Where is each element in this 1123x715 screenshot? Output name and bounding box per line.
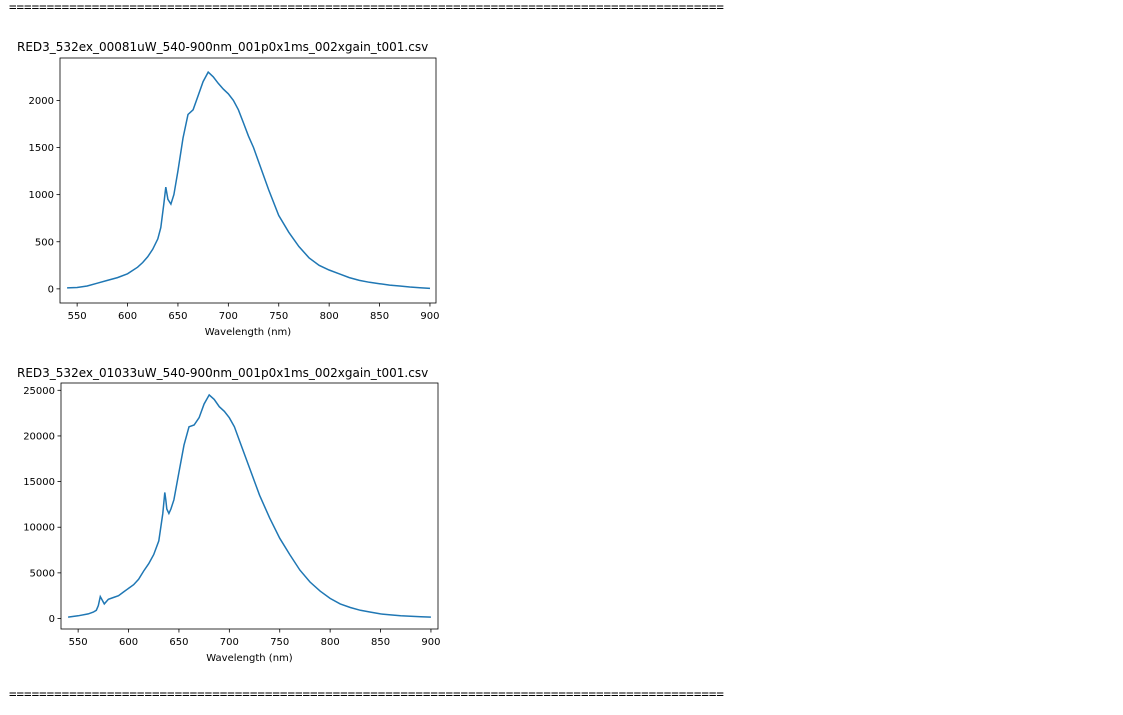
chart-1-plot-area bbox=[59, 57, 437, 304]
y-tick-label: 0 bbox=[48, 284, 54, 295]
chart-1-xlabel: Wavelength (nm) bbox=[205, 327, 291, 338]
chart-2-xlabel: Wavelength (nm) bbox=[206, 653, 292, 664]
x-tick-label: 650 bbox=[169, 637, 188, 648]
x-tick-label: 750 bbox=[270, 637, 289, 648]
x-tick-label: 550 bbox=[69, 637, 88, 648]
x-tick-label: 700 bbox=[219, 311, 238, 322]
y-tick-label: 10000 bbox=[23, 523, 55, 534]
y-tick-label: 1500 bbox=[29, 143, 54, 154]
x-tick-label: 900 bbox=[421, 637, 440, 648]
x-tick-label: 700 bbox=[220, 637, 239, 648]
spectrum-chart-1: RED3_532ex_00081uW_540-900nm_001p0x1ms_0… bbox=[17, 40, 439, 338]
x-tick-label: 600 bbox=[119, 637, 138, 648]
x-tick-label: 650 bbox=[168, 311, 187, 322]
x-tick-label: 850 bbox=[370, 311, 389, 322]
output-separator-top: ========================================… bbox=[9, 0, 724, 14]
y-tick-label: 5000 bbox=[30, 568, 55, 579]
output-separator-bottom: ========================================… bbox=[9, 687, 724, 701]
x-tick-label: 800 bbox=[321, 637, 340, 648]
spectrum-chart-2: RED3_532ex_01033uW_540-900nm_001p0x1ms_0… bbox=[17, 366, 440, 664]
x-tick-label: 800 bbox=[320, 311, 339, 322]
y-tick-label: 0 bbox=[49, 614, 55, 625]
y-tick-label: 2000 bbox=[29, 96, 54, 107]
chart-1-title: RED3_532ex_00081uW_540-900nm_001p0x1ms_0… bbox=[17, 40, 428, 54]
y-tick-label: 500 bbox=[35, 237, 54, 248]
x-tick-label: 600 bbox=[118, 311, 137, 322]
y-tick-label: 15000 bbox=[23, 477, 55, 488]
chart-2-series-line bbox=[68, 393, 431, 618]
x-tick-label: 750 bbox=[269, 311, 288, 322]
x-tick-label: 850 bbox=[371, 637, 390, 648]
y-tick-label: 1000 bbox=[29, 190, 54, 201]
y-tick-label: 20000 bbox=[23, 431, 55, 442]
chart-2-plot-area bbox=[60, 382, 439, 630]
chart-1-series-line bbox=[67, 70, 431, 290]
y-tick-label: 25000 bbox=[23, 386, 55, 397]
x-tick-label: 550 bbox=[68, 311, 87, 322]
chart-2-title: RED3_532ex_01033uW_540-900nm_001p0x1ms_0… bbox=[17, 366, 428, 380]
x-tick-label: 900 bbox=[420, 311, 439, 322]
